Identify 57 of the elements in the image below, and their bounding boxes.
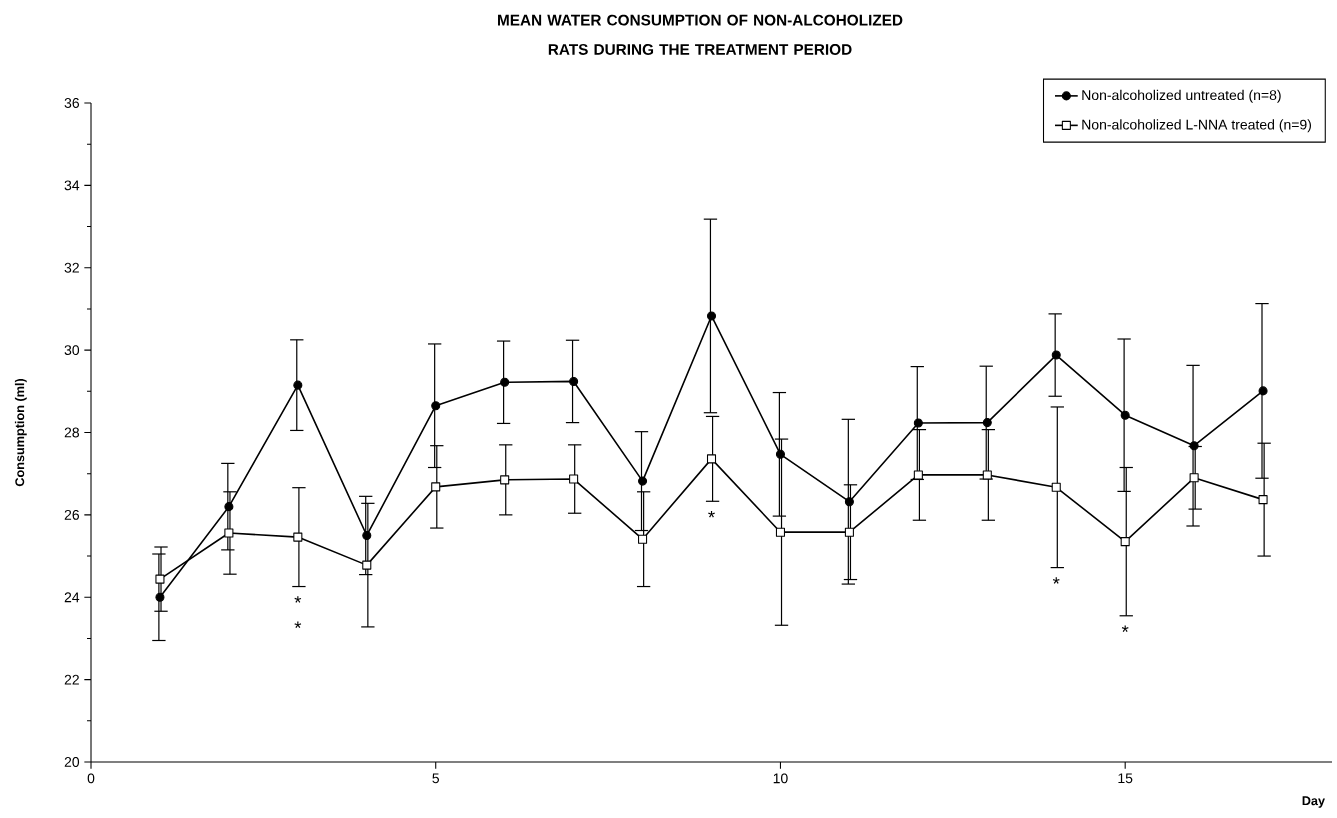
x-tick-label: 10 — [773, 773, 788, 784]
annotation: * — [1121, 625, 1129, 632]
point — [155, 574, 165, 584]
point — [293, 380, 303, 390]
point — [1120, 537, 1130, 547]
point — [224, 502, 234, 512]
point — [500, 475, 510, 485]
point — [706, 454, 717, 464]
point — [500, 377, 510, 387]
point — [706, 311, 717, 321]
point — [775, 449, 785, 459]
point — [224, 528, 234, 538]
y-axis-title: Consumption (ml) — [14, 378, 27, 487]
point — [1189, 441, 1199, 451]
point — [638, 476, 648, 486]
x-tick-label: 5 — [432, 773, 440, 784]
point — [431, 482, 441, 492]
point — [431, 401, 441, 411]
x-tick-label: 0 — [87, 773, 95, 784]
annotation: * — [708, 510, 715, 518]
point — [1051, 482, 1061, 492]
point — [362, 560, 372, 570]
point — [293, 532, 303, 542]
point — [913, 470, 923, 480]
y-tick-label: 20 — [64, 757, 80, 767]
point — [1051, 350, 1061, 360]
point — [1258, 495, 1268, 505]
chart-title: MEAN WATER CONSUMPTION OF NON-ALCOHOLIZED RATS DURING THE TREATMENT PERIOD — [498, 14, 903, 55]
point — [844, 527, 854, 537]
point — [775, 527, 785, 537]
y-tick-label: 34 — [64, 180, 80, 191]
y-tick-label: 26 — [64, 509, 80, 520]
y-tick-label: 24 — [64, 592, 80, 603]
point — [569, 474, 579, 484]
point — [1258, 386, 1268, 396]
point — [362, 530, 372, 541]
legend-label: Non-alcoholized untreated (n=8) — [1082, 89, 1281, 103]
point — [844, 497, 854, 507]
y-tick-label: 28 — [64, 427, 80, 438]
x-tick-label: 15 — [1118, 773, 1133, 784]
x-axis-title: Day — [1302, 796, 1325, 808]
y-tick-label: 36 — [64, 98, 80, 108]
y-tick-label: 30 — [64, 345, 80, 356]
point — [982, 418, 992, 428]
y-tick-label: 22 — [64, 674, 79, 685]
point — [1120, 410, 1130, 420]
y-tick-label: 32 — [64, 262, 79, 273]
annotation: * — [294, 596, 302, 603]
point — [982, 470, 992, 480]
point — [569, 376, 579, 386]
annotation: * — [294, 621, 302, 629]
legend-label: Non-alcoholized L-NNA treated (n=9) — [1082, 119, 1312, 133]
point — [638, 534, 648, 544]
point — [913, 418, 923, 428]
point — [1189, 473, 1199, 483]
point — [155, 592, 165, 602]
annotation: * — [1052, 577, 1060, 584]
